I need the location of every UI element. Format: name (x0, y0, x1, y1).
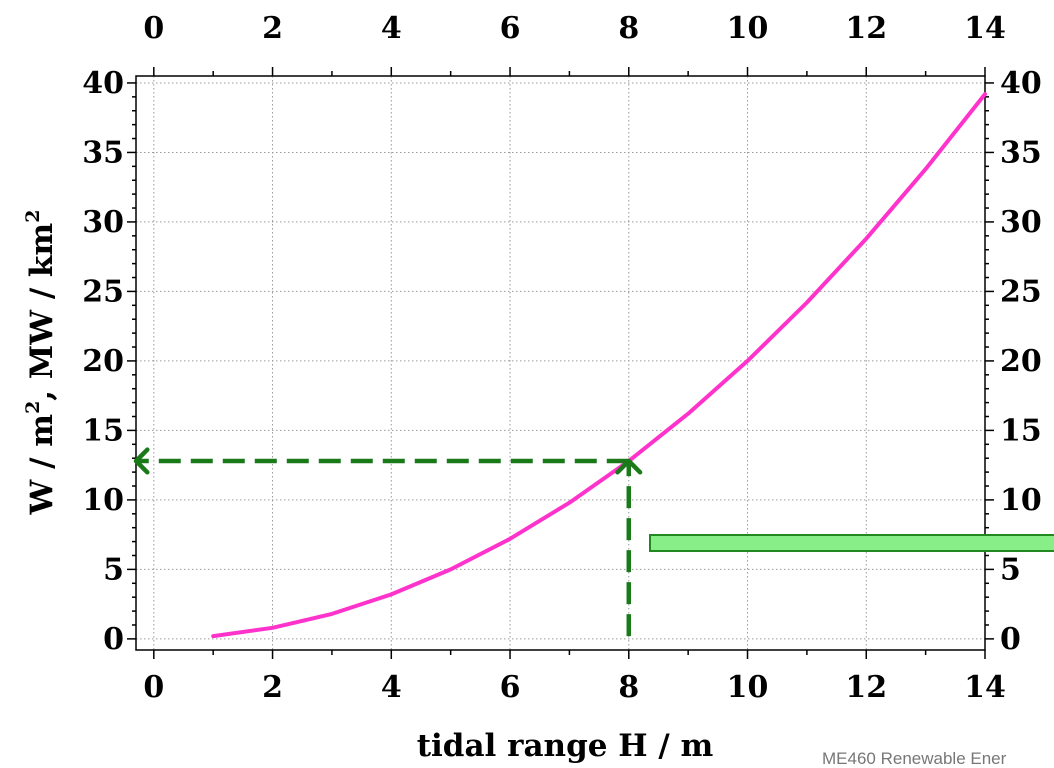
series (211, 92, 987, 639)
y-tick-label-left: 30 (82, 205, 124, 240)
y-tick-label-right: 5 (1000, 552, 1021, 587)
y-tick-label-right: 25 (1000, 274, 1042, 309)
x-tick-label-top: 6 (500, 11, 521, 46)
y-tick-label-left: 10 (82, 483, 124, 518)
series-point (569, 502, 570, 503)
highlight-box (649, 534, 1054, 552)
axes (135, 75, 986, 651)
y-axis-title: W / m2, MW / km2 (22, 210, 60, 516)
y-tick-label-left: 5 (103, 552, 124, 587)
footer-text: ME460 Renewable Ener (822, 749, 1007, 768)
ticks (127, 67, 994, 659)
series-point (450, 569, 451, 570)
x-tick-label-top: 10 (727, 11, 769, 46)
series-point (213, 636, 214, 637)
series-point (866, 238, 867, 239)
y-tick-label-right: 35 (1000, 135, 1042, 170)
series-point (985, 94, 986, 95)
x-tick-label-bottom: 12 (845, 670, 887, 705)
annotation-arrowhead-1 (133, 447, 150, 475)
x-tick-label-top: 4 (381, 11, 402, 46)
x-tick-label-bottom: 10 (727, 670, 769, 705)
y-tick-label-right: 15 (1000, 413, 1042, 448)
x-tick-label-top: 0 (143, 11, 164, 46)
series-line-0 (211, 92, 987, 639)
y-tick-label-left: 20 (82, 344, 124, 379)
y-tick-label-left: 15 (82, 413, 124, 448)
y-tick-label-left: 0 (103, 622, 124, 657)
y-axis-title-part-1: W / m (24, 414, 60, 516)
series-point (331, 613, 332, 614)
series-point (806, 302, 807, 303)
y-tick-label-right: 10 (1000, 483, 1042, 518)
x-axis-title: tidal range H / m (417, 728, 714, 764)
x-tick-label-bottom: 2 (262, 670, 283, 705)
grid (136, 76, 985, 650)
series-point (925, 169, 926, 170)
x-tick-label-bottom: 14 (964, 670, 1006, 705)
series-point (510, 538, 511, 539)
series-point (688, 413, 689, 414)
x-tick-label-top: 14 (964, 11, 1006, 46)
x-tick-label-bottom: 6 (500, 670, 521, 705)
series-point (272, 627, 273, 628)
y-tick-label-left: 25 (82, 274, 124, 309)
y-tick-label-right: 30 (1000, 205, 1042, 240)
x-tick-label-top: 2 (262, 11, 283, 46)
plot-frame (135, 75, 986, 651)
annotations (133, 447, 1054, 637)
x-tick-label-top: 8 (618, 11, 639, 46)
y-tick-label-right: 20 (1000, 344, 1042, 379)
y-tick-label-right: 40 (1000, 66, 1042, 101)
y-axis-title-sup-2: 2 (22, 210, 44, 223)
x-tick-label-bottom: 0 (143, 670, 164, 705)
y-tick-label-left: 40 (82, 66, 124, 101)
series-point (391, 594, 392, 595)
series-point (747, 360, 748, 361)
y-axis-title-sup-1: 2 (22, 401, 44, 414)
y-axis-title-part-2: , MW / km (24, 223, 60, 401)
x-tick-label-bottom: 4 (381, 670, 402, 705)
x-tick-label-top: 12 (845, 11, 887, 46)
y-tick-label-left: 35 (82, 135, 124, 170)
y-tick-label-right: 0 (1000, 622, 1021, 657)
x-tick-label-bottom: 8 (618, 670, 639, 705)
